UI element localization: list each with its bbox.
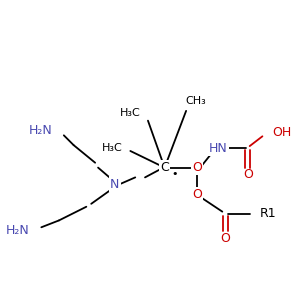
Text: O: O [192,188,202,202]
Text: H₃C: H₃C [102,143,123,153]
Text: H₂N: H₂N [6,224,30,237]
Text: O: O [243,168,253,181]
Text: H₂N: H₂N [28,124,52,137]
Text: •: • [171,169,178,179]
Text: O: O [220,232,230,244]
Text: OH: OH [272,126,291,139]
Text: CH₃: CH₃ [185,96,206,106]
Text: O: O [192,161,202,174]
Text: C: C [160,161,169,174]
Text: N: N [110,178,119,191]
Text: HN: HN [209,142,228,154]
Text: H₃C: H₃C [120,108,141,118]
Text: R1: R1 [260,207,276,220]
